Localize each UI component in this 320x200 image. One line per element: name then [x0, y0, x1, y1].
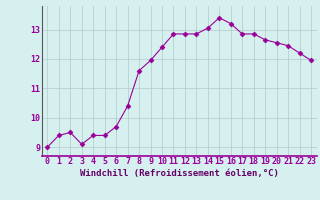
- X-axis label: Windchill (Refroidissement éolien,°C): Windchill (Refroidissement éolien,°C): [80, 169, 279, 178]
